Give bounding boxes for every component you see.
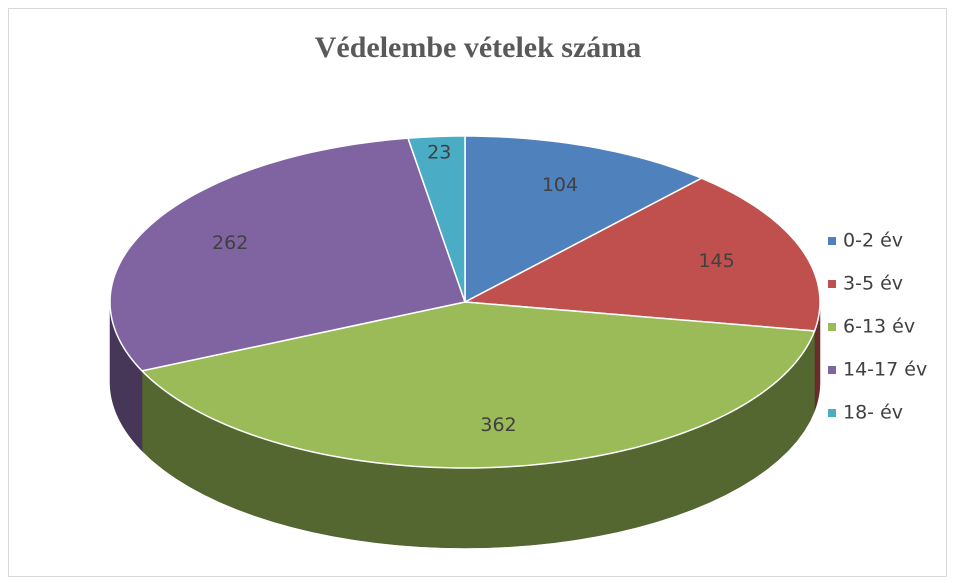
slice [140,301,816,469]
data-label: 104 [542,174,578,196]
legend-swatch [828,237,836,245]
slice [462,177,821,332]
legend-label: 0-2 év [843,230,903,252]
legend-label: 14-17 év [843,359,927,381]
legend-label: 6-13 év [843,316,915,338]
slice [406,135,466,303]
data-label: 262 [212,232,248,254]
slice [464,135,704,304]
legend-label: 18- év [843,402,903,424]
data-label: 362 [480,414,516,436]
chart-title: Védelembe vételek száma [315,31,642,64]
legend-label: 3-5 év [843,273,903,295]
data-label: 145 [698,250,734,272]
legend-swatch [828,409,836,417]
legend-swatch [828,323,836,331]
legend-swatch [828,366,836,374]
data-label: 23 [427,142,451,164]
legend-swatch [828,280,836,288]
slice [109,137,466,372]
pie: 104 145 362 262 23 [109,135,821,549]
legend: 0-2 év 3-5 év 6-13 év 14-17 év 18- év [828,230,927,424]
